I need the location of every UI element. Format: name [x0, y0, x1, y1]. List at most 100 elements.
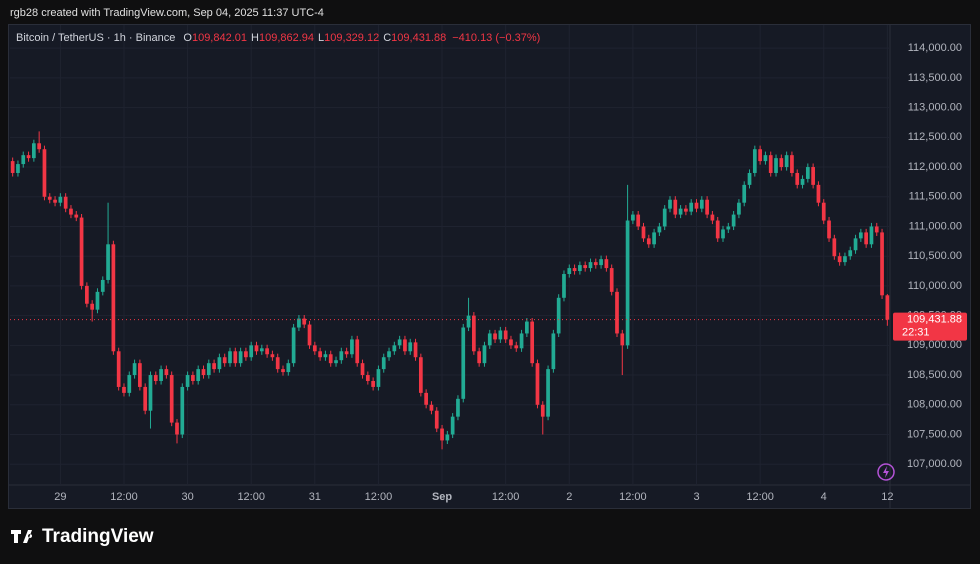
- candle-body: [790, 155, 794, 173]
- x-tick-label: 12:00: [237, 491, 265, 503]
- ohlc-key: O: [183, 32, 192, 44]
- candle-body: [721, 229, 725, 239]
- candle-body: [365, 375, 370, 381]
- ohlc-key: C: [383, 32, 391, 44]
- candle-body: [355, 339, 360, 364]
- candle-body: [795, 172, 800, 185]
- candle-body: [641, 226, 646, 239]
- candle-body: [334, 360, 338, 364]
- y-tick-label: 111,500.00: [909, 191, 962, 203]
- candle-body: [731, 214, 736, 227]
- candle-body: [397, 339, 402, 346]
- candle-body: [32, 143, 36, 159]
- candle-body: [657, 226, 662, 233]
- x-tick-label: 31: [309, 491, 321, 503]
- candle-body: [265, 348, 269, 355]
- candle-body: [567, 268, 572, 275]
- candle-body: [228, 351, 232, 364]
- candle-body: [74, 214, 79, 218]
- logo: TradingView: [11, 526, 154, 547]
- candle-body: [811, 167, 815, 185]
- candle-body: [821, 202, 826, 221]
- candle-body: [429, 404, 434, 411]
- candle-body: [100, 279, 105, 292]
- candle-body: [350, 339, 354, 355]
- candle-body: [106, 244, 110, 280]
- candle-body: [869, 226, 874, 245]
- candle-body: [132, 363, 137, 376]
- candle-body: [848, 250, 853, 257]
- candle-body: [254, 345, 259, 352]
- candle-body: [42, 149, 47, 197]
- x-tick-label: 12:00: [746, 491, 774, 503]
- candle-body: [482, 345, 487, 364]
- candle-body: [747, 172, 752, 185]
- candle-body: [620, 333, 625, 346]
- ohlc-key: H: [251, 32, 259, 44]
- candle-body: [169, 375, 174, 423]
- candle-body: [63, 196, 68, 209]
- candle-body: [212, 363, 216, 370]
- candle-body: [26, 155, 31, 159]
- candle-body: [519, 333, 524, 349]
- candle-body: [758, 149, 762, 162]
- candle-body: [710, 214, 715, 221]
- candle-body: [827, 220, 831, 239]
- candle-body: [191, 375, 195, 381]
- logo-icon: [11, 530, 33, 543]
- candle-body: [609, 268, 614, 292]
- candle-body: [297, 318, 301, 328]
- candle-body: [874, 226, 879, 233]
- candle-body: [631, 214, 635, 221]
- candle-body: [853, 238, 858, 251]
- candle-body: [699, 199, 704, 209]
- candle-body: [509, 339, 513, 346]
- candle-body: [85, 285, 89, 304]
- candle-body: [572, 268, 577, 272]
- candle-body: [376, 369, 381, 387]
- candle-body: [456, 398, 460, 417]
- legend: Bitcoin / TetherUS · 1h · Binance O109,84…: [16, 32, 540, 44]
- candle-body: [371, 380, 375, 387]
- candle-body: [546, 369, 550, 417]
- lightning-bolt: [883, 466, 889, 478]
- y-tick-label: 114,000.00: [908, 42, 962, 54]
- candle-body: [164, 369, 169, 376]
- candle-body: [705, 199, 709, 215]
- candle-body: [800, 178, 805, 185]
- x-tick-label: 12:00: [492, 491, 520, 503]
- candle-body: [206, 363, 211, 376]
- candle-body: [418, 357, 423, 393]
- candle-body: [673, 199, 678, 215]
- candle-body: [185, 375, 190, 387]
- candle-body: [858, 232, 863, 239]
- countdown: 22:31: [902, 327, 930, 339]
- last-price-label: 109,431.88: [907, 314, 962, 326]
- candle-body: [79, 217, 84, 286]
- candle-body: [196, 369, 201, 381]
- x-tick-label: 3: [693, 491, 699, 503]
- candle-body: [116, 351, 121, 387]
- candle-body: [832, 238, 837, 257]
- y-tick-label: 108,500.00: [907, 369, 962, 381]
- grid: [10, 25, 890, 485]
- candle-body: [233, 351, 238, 364]
- x-tick-label: Sep: [432, 491, 452, 503]
- candle-body: [837, 256, 842, 263]
- candle-body: [615, 291, 619, 334]
- candle-body: [392, 345, 397, 352]
- candle-body: [275, 357, 280, 370]
- candle-body: [450, 416, 455, 435]
- candle-body: [222, 357, 227, 364]
- lightning-icon[interactable]: [877, 463, 895, 481]
- candle-body: [339, 351, 344, 361]
- candle-body: [37, 143, 42, 150]
- candle-body: [556, 297, 561, 334]
- candle-body: [440, 428, 444, 441]
- candle-body: [578, 265, 582, 272]
- candle-body: [138, 363, 142, 387]
- candle-body: [525, 321, 529, 334]
- candle-body: [880, 232, 884, 296]
- candle-body: [312, 345, 317, 352]
